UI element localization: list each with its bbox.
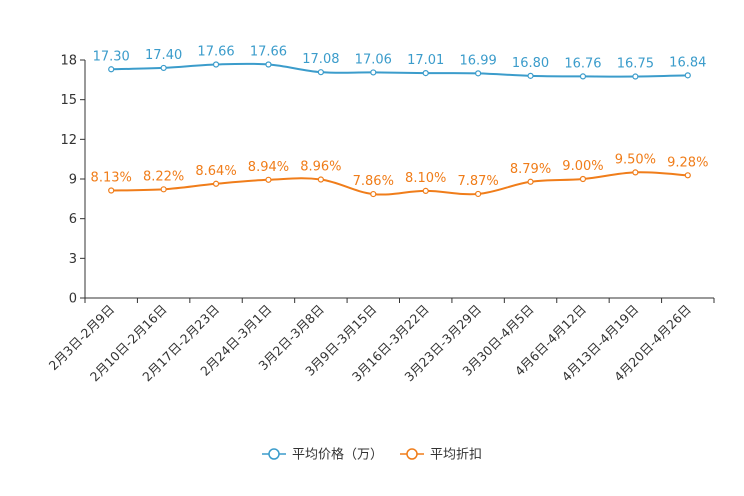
- series-line: [111, 171, 688, 196]
- data-label: 17.30: [93, 49, 130, 64]
- data-label: 17.66: [197, 44, 234, 59]
- legend-label: 平均价格（万）: [292, 447, 383, 463]
- y-tick-label: 18: [60, 54, 77, 69]
- data-label: 8.64%: [195, 164, 236, 179]
- data-point[interactable]: [317, 176, 324, 183]
- data-label: 9.00%: [562, 159, 603, 174]
- data-label: 16.76: [564, 56, 601, 71]
- data-label: 9.28%: [667, 155, 708, 170]
- data-point[interactable]: [422, 187, 429, 194]
- y-tick-label: 0: [69, 292, 77, 307]
- data-label: 8.22%: [143, 169, 184, 184]
- data-point[interactable]: [160, 186, 167, 193]
- data-point[interactable]: [579, 73, 587, 80]
- series-layer: 17.30 17.40 17.66 17.66 17.08 17.06 17.01 16.99…: [91, 44, 708, 198]
- data-label: 17.40: [145, 48, 182, 63]
- data-point[interactable]: [527, 178, 534, 185]
- legend[interactable]: 平均价格（万） 平均折扣: [262, 447, 482, 463]
- data-label: 17.08: [302, 52, 339, 67]
- data-label: 16.80: [512, 56, 549, 71]
- y-tick-label: 6: [69, 212, 77, 227]
- y-tick-label: 3: [69, 252, 77, 267]
- data-point[interactable]: [475, 190, 482, 198]
- data-point[interactable]: [684, 72, 691, 79]
- legend-label: 平均折扣: [430, 448, 482, 463]
- data-point[interactable]: [632, 169, 639, 176]
- y-tick-label: 15: [60, 93, 77, 108]
- data-point[interactable]: [632, 73, 639, 80]
- data-label: 8.10%: [405, 171, 446, 186]
- data-point[interactable]: [265, 176, 272, 183]
- data-point[interactable]: [684, 172, 691, 179]
- data-label: 8.94%: [248, 160, 289, 175]
- data-label: 8.79%: [510, 162, 551, 177]
- legend-item-1[interactable]: 平均价格（万）: [262, 447, 383, 463]
- series-2: 8.13% 8.22% 8.64% 8.94% 8.96% 7.86% 8.10% 7.87%…: [91, 152, 708, 198]
- data-point[interactable]: [422, 69, 429, 77]
- data-label: 8.96%: [300, 160, 341, 175]
- y-tick-label: 12: [60, 133, 77, 148]
- y-tick-label: 9: [69, 173, 77, 188]
- data-point[interactable]: [108, 187, 115, 194]
- data-label: 16.99: [460, 53, 497, 68]
- data-point[interactable]: [579, 175, 587, 183]
- axes: 03691215182月3日-2月9日2月10日-2月16日2月17日-2月23…: [46, 54, 715, 384]
- data-label: 7.87%: [457, 174, 498, 189]
- data-label: 7.86%: [353, 174, 394, 189]
- data-point[interactable]: [527, 72, 534, 79]
- data-label: 16.84: [669, 55, 706, 70]
- data-point[interactable]: [212, 61, 220, 68]
- legend-item-2[interactable]: 平均折扣: [400, 448, 482, 463]
- data-point[interactable]: [108, 66, 115, 73]
- legend-marker: [268, 448, 280, 460]
- data-point[interactable]: [265, 61, 272, 68]
- legend-marker: [406, 448, 418, 460]
- data-label: 9.50%: [615, 152, 656, 167]
- data-point[interactable]: [160, 64, 167, 72]
- data-point[interactable]: [370, 69, 377, 76]
- data-label: 8.13%: [91, 171, 132, 186]
- data-point[interactable]: [317, 69, 324, 76]
- data-point[interactable]: [475, 70, 482, 77]
- data-point[interactable]: [212, 180, 220, 187]
- data-label: 17.01: [407, 53, 444, 68]
- series-1: 17.30 17.40 17.66 17.66 17.08 17.06 17.01 16.99…: [93, 44, 706, 80]
- data-label: 16.75: [617, 57, 654, 72]
- data-point[interactable]: [370, 190, 377, 198]
- series-line: [111, 62, 688, 78]
- data-label: 17.66: [250, 44, 287, 59]
- data-label: 17.06: [355, 52, 392, 67]
